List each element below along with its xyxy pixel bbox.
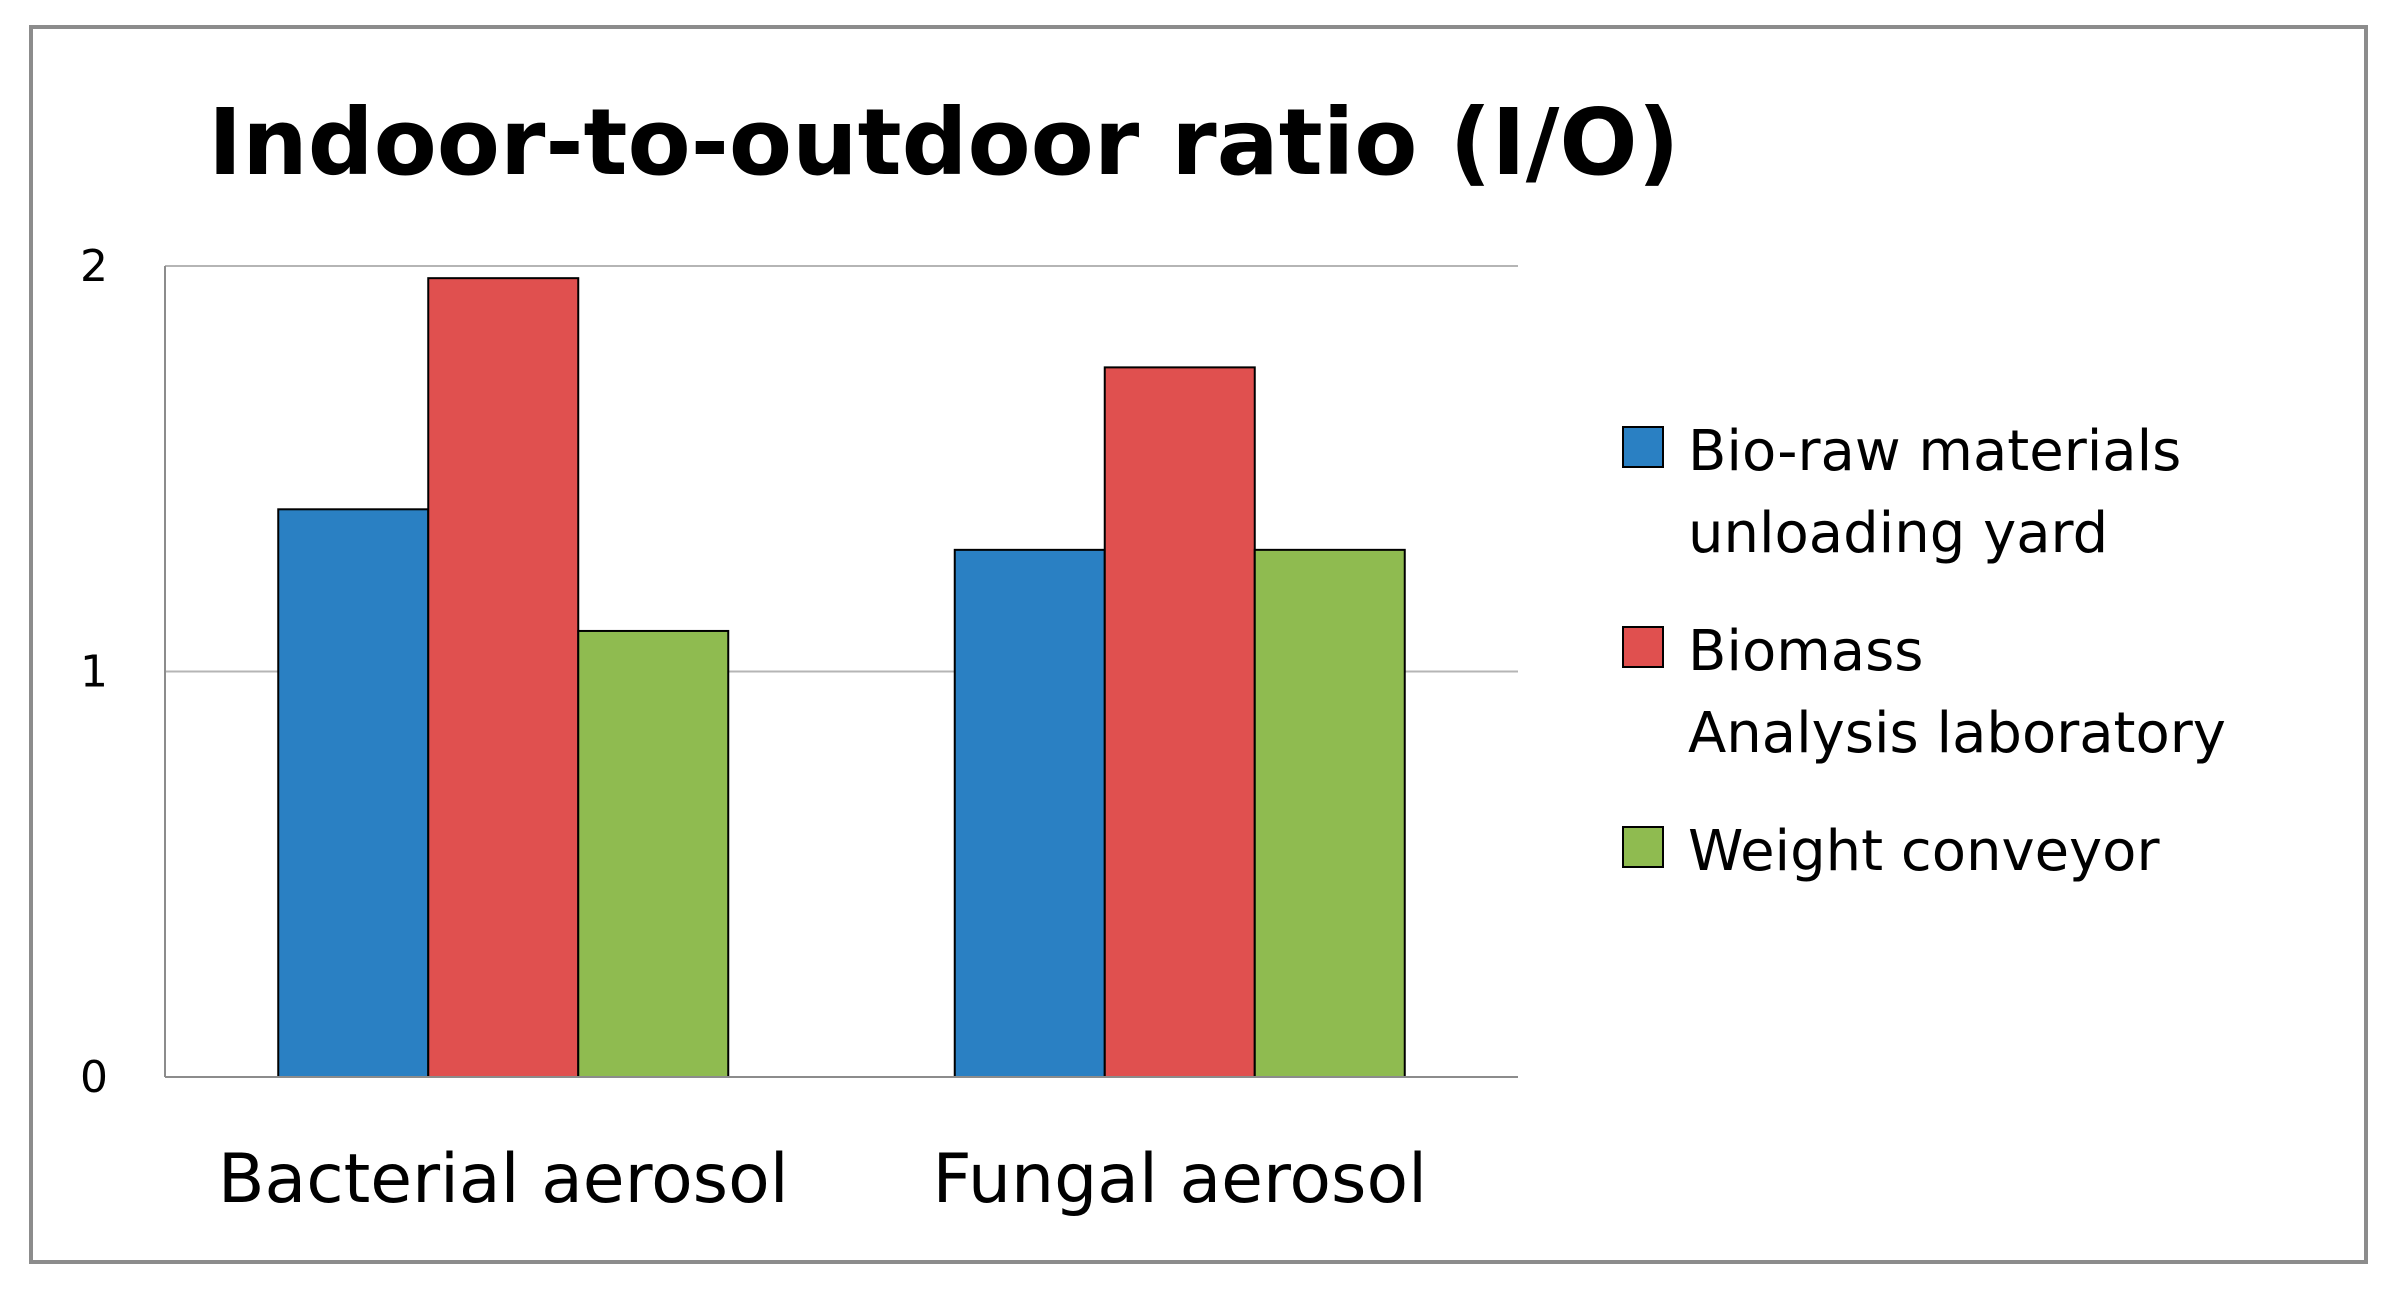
legend-swatch (1622, 626, 1664, 668)
bar-bio-raw-materials-unloading-yard-fungal-aerosol (953, 548, 1106, 1078)
axes: 0 1 2 Bacterial aerosol Fungal aerosol (80, 241, 1518, 1219)
y-tick-label: 0 (80, 1052, 108, 1103)
legend: Bio-raw materials unloading yard Biomass An… (1622, 419, 2226, 884)
bar-biomass-analysis-laboratory-fungal-aerosol (1103, 366, 1256, 1078)
legend-swatch (1622, 426, 1664, 468)
bar-biomass-analysis-laboratory-bacterial-aerosol (427, 277, 580, 1079)
y-tick-label: 1 (80, 647, 108, 698)
bar-weight-conveyor-fungal-aerosol (1253, 548, 1406, 1078)
legend-label: Weight conveyor (1688, 819, 2160, 884)
bars (277, 277, 1406, 1079)
legend-label: unloading yard (1688, 501, 2108, 566)
legend-label: Biomass (1688, 619, 1923, 684)
bar-weight-conveyor-bacterial-aerosol (577, 629, 730, 1078)
legend-swatch (1622, 826, 1664, 868)
legend-label: Bio-raw materials (1688, 419, 2181, 484)
chart-title: Indoor-to-outdoor ratio (I/O) (208, 89, 1680, 196)
legend-label: Analysis laboratory (1688, 701, 2226, 766)
x-category-label: Fungal aerosol (933, 1140, 1427, 1219)
x-category-label: Bacterial aerosol (218, 1140, 789, 1219)
bar-bio-raw-materials-unloading-yard-bacterial-aerosol (277, 508, 430, 1078)
y-tick-label: 2 (80, 241, 108, 292)
